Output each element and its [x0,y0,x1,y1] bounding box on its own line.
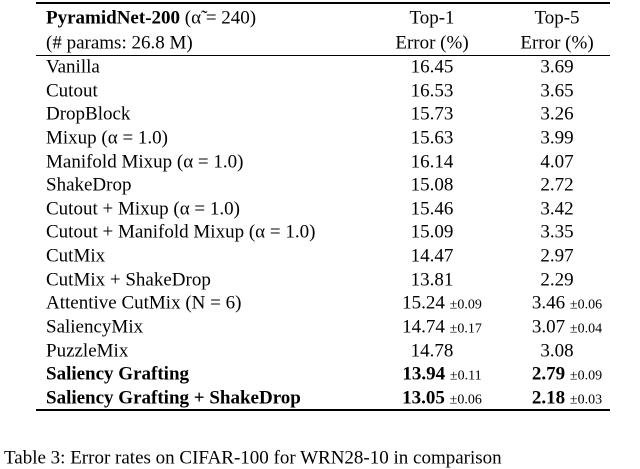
header-top5-sub: Error (%) [520,32,594,54]
top1-value: 14.78 [410,340,454,362]
top1-cell: 13.81 [411,270,454,289]
top5-value: 3.07 [531,316,566,338]
top1-cell: 16.45 [411,58,454,77]
top5-cell: 3.26 [540,105,573,124]
top5-cell: 2.72 [540,176,573,195]
page: PyramidNet-200 (α̃ = 240) (# params: 26.… [4,2,610,468]
top1-cell: 14.78 [411,341,454,360]
top-rule [36,2,610,4]
method-cell: Vanilla [46,56,100,78]
top5-cell: 3.35 [540,223,573,242]
top1-cell: 15.08 [411,176,454,195]
top5-value: 3.26 [540,103,574,125]
top1-std: ±0.06 [449,392,482,408]
top5-cell: 2.29 [540,270,573,289]
top5-cell: 3.99 [540,128,573,147]
top1-cell: 14.47 [411,247,454,266]
method-cell: ShakeDrop [46,174,132,196]
top1-std: ±0.17 [449,321,482,337]
top5-cell: 3.08 [540,341,573,360]
top1-cell: 15.73 [411,105,454,124]
top1-value: 13.94 [402,363,446,385]
method-cell: Cutout [46,80,98,102]
method-cell: Manifold Mixup (α = 1.0) [46,151,244,173]
top1-value: 16.45 [410,56,454,78]
model-setting: (α̃ = 240) [184,7,257,29]
header-top5: Top-5 [534,7,580,29]
top5-value: 3.35 [540,221,574,243]
top5-cell: 4.07 [540,152,573,171]
top5-std: ±0.06 [569,297,603,313]
top5-cell: 2.97 [540,247,573,266]
top1-value: 15.73 [410,103,454,125]
top1-value: 14.47 [410,245,454,267]
top1-std: ±0.11 [449,368,482,384]
method-cell: Saliency Grafting + ShakeDrop [46,387,301,409]
top5-cell: 2.18 ±0.03 [532,388,602,407]
header-model-cell: PyramidNet-200 (α̃ = 240) [46,9,256,28]
header-top1-sub: Error (%) [395,32,469,54]
method-cell: CutMix + ShakeDrop [46,269,211,291]
top1-cell: 13.05 ±0.06 [402,388,482,407]
top5-value: 2.29 [540,269,574,291]
method-cell: Mixup (α = 1.0) [46,127,168,149]
top5-std: ±0.09 [569,368,603,384]
top1-cell: 15.46 [411,199,454,218]
method-cell: Cutout + Manifold Mixup (α = 1.0) [46,221,316,243]
top1-value: 16.14 [410,151,454,173]
top1-value: 13.81 [410,269,454,291]
top1-cell: 16.53 [411,81,454,100]
method-cell: Attentive CutMix (N = 6) [46,292,242,314]
method-cell: Saliency Grafting [46,363,190,385]
top1-value: 16.53 [410,80,454,102]
top5-value: 3.65 [540,80,574,102]
top5-value: 2.97 [540,245,574,267]
top5-value: 3.42 [540,198,574,220]
top1-value: 15.24 [402,292,445,314]
top5-value: 3.69 [540,56,574,78]
top5-std: ±0.04 [569,321,603,337]
top1-value: 15.09 [410,221,454,243]
top5-value: 3.08 [540,340,574,362]
top5-value: 2.72 [540,174,574,196]
top1-value: 13.05 [402,387,445,409]
method-cell: CutMix [46,245,106,267]
top1-cell: 16.14 [411,152,454,171]
top1-cell: 15.63 [411,128,454,147]
top5-cell: 3.65 [540,81,573,100]
bottom-rule [36,409,610,411]
top5-cell: 3.42 [540,199,573,218]
method-cell: DropBlock [46,103,131,125]
top1-value: 15.08 [410,174,454,196]
header-params: (# params: 26.8 M) [46,32,193,54]
method-cell: PuzzleMix [46,340,129,362]
top5-value: 4.07 [540,151,574,173]
top5-cell: 3.07 ±0.04 [532,318,602,337]
top5-cell: 3.69 [540,58,573,77]
method-cell: Cutout + Mixup (α = 1.0) [46,198,240,220]
method-cell: SaliencyMix [46,316,144,338]
top5-value: 2.79 [531,363,566,385]
model-name: PyramidNet-200 [46,7,181,29]
top1-cell: 15.09 [411,223,454,242]
top1-cell: 15.24 ±0.09 [402,294,482,313]
top1-value: 15.46 [410,198,454,220]
top5-value: 2.18 [531,387,566,409]
top1-std: ±0.09 [449,297,482,313]
top5-value: 3.46 [531,292,566,314]
mid-rule [36,55,610,56]
top5-cell: 3.46 ±0.06 [532,294,602,313]
top1-value: 15.63 [410,127,454,149]
top5-value: 3.99 [540,127,574,149]
top1-cell: 14.74 ±0.17 [402,318,482,337]
top1-value: 14.74 [402,316,445,338]
top1-cell: 13.94 ±0.11 [402,365,481,384]
top5-std: ±0.03 [569,392,603,408]
top5-cell: 2.79 ±0.09 [532,365,602,384]
header-top1: Top-1 [409,7,455,29]
caption: Table 3: Error rates on CIFAR-100 for WR… [4,447,502,469]
